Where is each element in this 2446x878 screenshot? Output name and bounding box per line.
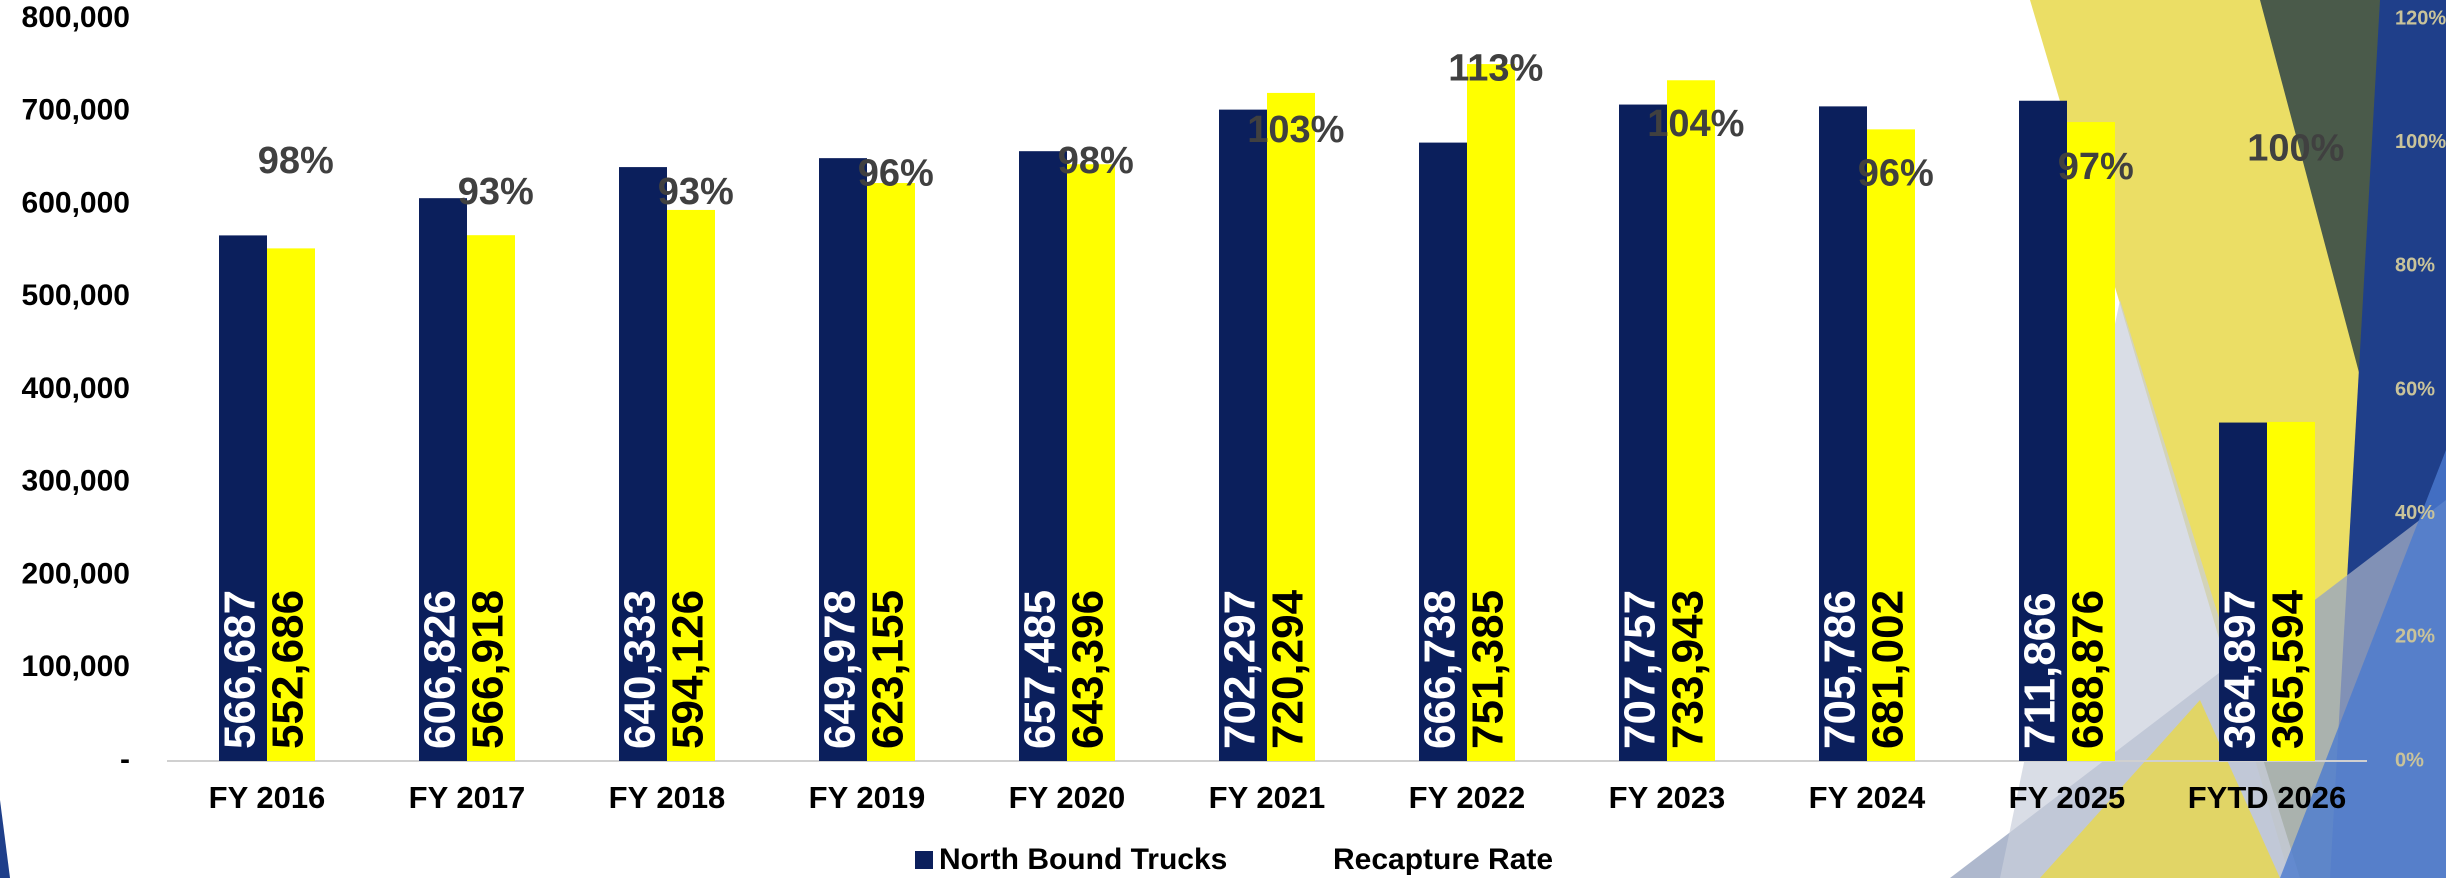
y-tick-label: 200,000 [22, 557, 130, 590]
bar-value-label: 594,126 [664, 590, 713, 749]
rate-label: 103% [1247, 109, 1344, 151]
rate-label: 93% [658, 171, 734, 213]
bar [667, 209, 715, 762]
bar [619, 167, 667, 762]
legend-label: North Bound Trucks [939, 843, 1227, 876]
y2-tick-label: 100% [2395, 131, 2446, 153]
y2-tick-label: 80% [2395, 255, 2435, 277]
bar-value-label: 643,396 [1064, 590, 1113, 749]
x-tick-label: FY 2022 [1409, 780, 1526, 815]
bar-value-label: 606,826 [416, 590, 465, 749]
x-tick-label: FY 2020 [1009, 780, 1126, 815]
y-tick-label: - [120, 743, 130, 776]
y-tick-label: 300,000 [22, 465, 130, 498]
bar-value-label: 566,918 [464, 590, 513, 749]
bar [819, 158, 867, 762]
bar [1667, 80, 1715, 761]
x-tick-label: FY 2023 [1609, 780, 1726, 815]
y-tick-label: 400,000 [22, 372, 130, 405]
bar-value-label: 751,385 [1464, 590, 1513, 749]
y-tick-label: 800,000 [22, 1, 130, 34]
rate-label: 96% [1858, 152, 1934, 194]
y2-tick-label: 40% [2395, 502, 2435, 524]
rate-label: 98% [1058, 140, 1134, 182]
bar [1467, 64, 1515, 762]
x-tick-label: FY 2016 [209, 780, 326, 815]
x-tick-label: FY 2018 [609, 780, 726, 815]
bar-value-label: 707,757 [1616, 590, 1665, 749]
bar [2019, 100, 2067, 762]
rate-label: 104% [1647, 103, 1744, 145]
bar [1219, 109, 1267, 762]
bar [1619, 104, 1667, 762]
y2-tick-label: 60% [2395, 378, 2435, 400]
bar [2267, 421, 2315, 761]
bar-value-label: 720,294 [1264, 589, 1313, 749]
bar [1419, 142, 1467, 761]
y-tick-label: 500,000 [22, 279, 130, 312]
y2-tick-label: 20% [2395, 626, 2435, 648]
bar-value-label: 365,594 [2264, 589, 2313, 749]
y2-tick-label: 120% [2395, 7, 2446, 29]
y-tick-label: 600,000 [22, 186, 130, 219]
bar [1867, 129, 1915, 761]
x-tick-label: FY 2021 [1209, 780, 1326, 815]
bar [867, 183, 915, 761]
bar-value-label: 640,333 [616, 590, 665, 749]
bar-value-label: 733,943 [1664, 590, 1713, 749]
rate-label: 96% [858, 152, 934, 194]
bar [419, 198, 467, 761]
bar-value-label: 566,687 [216, 590, 265, 749]
x-tick-label: FY 2025 [2009, 780, 2126, 815]
legend-swatch [915, 851, 933, 869]
y-tick-label: 700,000 [22, 94, 130, 127]
rate-label: 93% [458, 171, 534, 213]
rate-label: 100% [2247, 128, 2344, 170]
x-tick-label: FY 2024 [1809, 780, 1926, 815]
rate-label: 97% [2058, 146, 2134, 188]
bar [1819, 106, 1867, 761]
bar-value-label: 649,978 [816, 590, 865, 749]
bar [1067, 164, 1115, 761]
bar [1019, 151, 1067, 761]
bar [219, 235, 267, 761]
bar-value-label: 688,876 [2064, 590, 2113, 749]
bar-value-label: 623,155 [864, 590, 913, 749]
bar [267, 248, 315, 761]
legend-label: Recapture Rate [1333, 843, 1553, 876]
bar-value-label: 711,866 [2016, 592, 2065, 749]
bar-value-label: 702,297 [1216, 590, 1265, 749]
bar-value-label: 552,686 [264, 590, 313, 749]
rate-label: 98% [258, 140, 334, 182]
x-tick-label: FY 2017 [409, 780, 526, 815]
y2-tick-label: 0% [2395, 749, 2424, 771]
rate-label: 113% [1448, 47, 1543, 89]
bar-value-label: 666,738 [1416, 590, 1465, 749]
bar [1267, 92, 1315, 762]
bar [467, 235, 515, 762]
bar [2219, 422, 2267, 761]
x-tick-label: FYTD 2026 [2188, 780, 2347, 815]
bar-value-label: 657,485 [1016, 590, 1065, 749]
bar-value-label: 681,002 [1864, 590, 1913, 749]
bar [2067, 122, 2115, 762]
x-tick-label: FY 2019 [809, 780, 926, 815]
bar-value-label: 364,897 [2216, 590, 2265, 749]
bar-value-label: 705,786 [1816, 590, 1865, 749]
y-tick-label: 100,000 [22, 650, 130, 683]
